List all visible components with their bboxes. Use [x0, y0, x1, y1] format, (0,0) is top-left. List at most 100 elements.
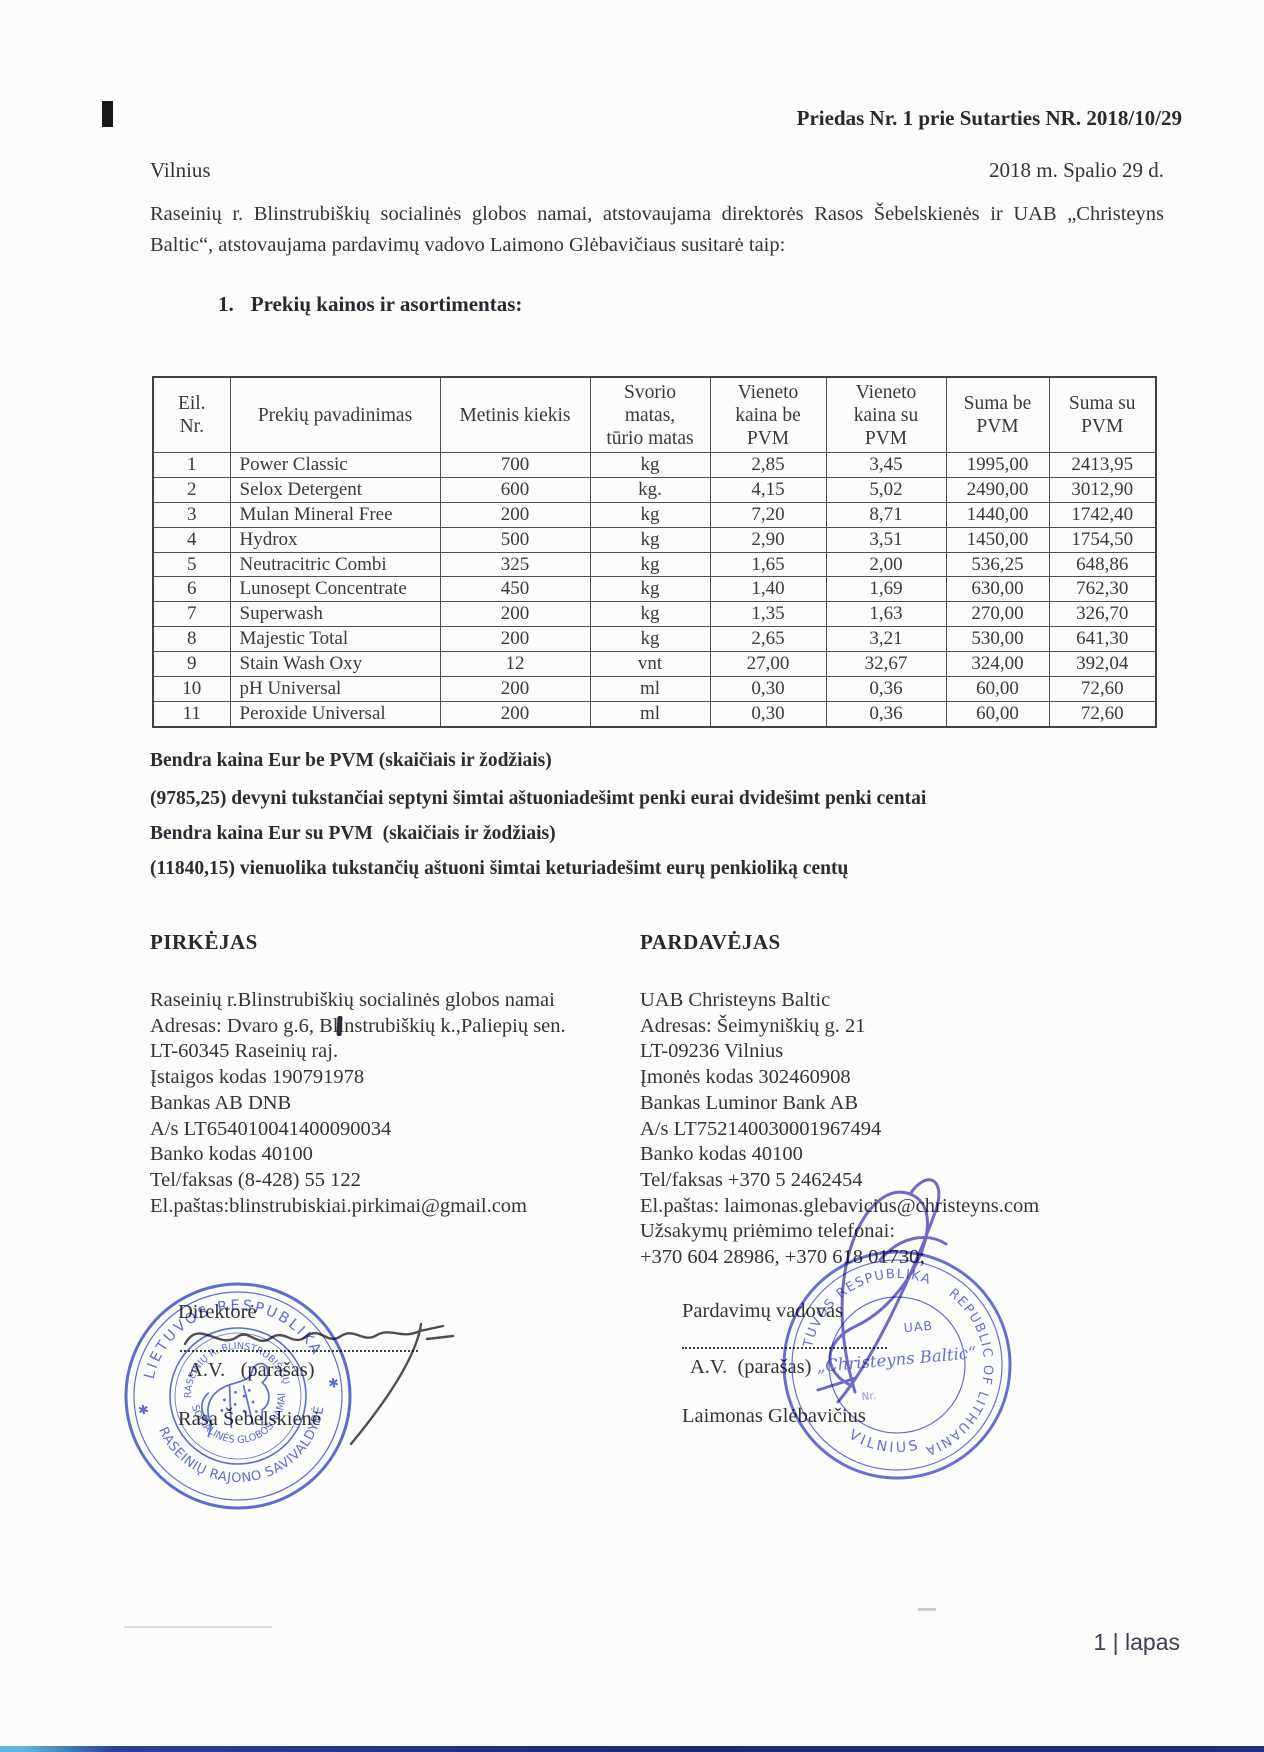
table-row: 9 Stain Wash Oxy 12 vnt 27,00 32,67 324,00 392,… — [152, 651, 1157, 678]
buyer-role-label: Direktorė — [178, 1301, 257, 1323]
table-row: 6 Lunosept Concentrate 450 kg 1,40 1,69 630,00… — [152, 576, 1157, 603]
table-cell: kg — [589, 576, 711, 603]
party-detail-line: UAB Christeyns Baltic — [640, 989, 831, 1011]
table-row: 8 Majestic Total 200 kg 2,65 3,21 530,00 641,30 — [152, 626, 1157, 653]
seller-signatory-name: Laimonas Glėbavičius — [682, 1405, 866, 1427]
table-cell: 72,60 — [1048, 700, 1157, 728]
table-cell: 12 — [439, 651, 591, 678]
buyer-stamp-star-right: ✱ — [327, 1376, 340, 1392]
table-cell: 325 — [439, 551, 591, 578]
total-ex-vat-words: (9785,25) devyni tukstančiai septyni šim… — [150, 788, 927, 809]
total-inc-vat-words: (11840,15) vienuolika tukstančių aštuoni… — [150, 858, 849, 879]
table-cell: 3012,90 — [1048, 476, 1157, 503]
table-cell: 3,45 — [825, 452, 947, 478]
table-cell: 1,65 — [709, 551, 827, 578]
table-cell: 2,85 — [709, 452, 827, 478]
table-cell: 32,67 — [825, 651, 947, 678]
buyer-signatory-name: Rasa Šebelskienė — [178, 1408, 321, 1430]
table-cell: 270,00 — [945, 601, 1050, 628]
table-cell: 6 — [152, 576, 231, 603]
date-label: 2018 m. Spalio 29 d. — [988, 158, 1164, 182]
buyer-stamp-star-left: ✱ — [137, 1403, 150, 1419]
table-row: 1 Power Classic 700 kg 2,85 3,45 1995,00 2413,9… — [152, 452, 1157, 478]
table-cell: pH Universal — [229, 676, 441, 702]
seller-signature-ink — [816, 1178, 948, 1404]
table-cell: 536,25 — [945, 551, 1050, 578]
column-header: Suma be PVM — [945, 376, 1050, 453]
table-cell: 450 — [439, 576, 591, 603]
table-cell: 326,70 — [1048, 601, 1157, 628]
table-row: 11 Peroxide Universal 200 ml 0,30 0,36 60,00 72… — [152, 700, 1157, 728]
party-detail-line: Adresas: Dvaro g.6, Blinstrubiškių k.,Pa… — [150, 1014, 566, 1037]
table-cell: Neutracitric Combi — [229, 551, 441, 578]
table-cell: 0,30 — [709, 700, 827, 728]
table-cell: 5,02 — [825, 476, 947, 503]
table-cell: kg — [589, 551, 711, 578]
table-cell: 2,00 — [825, 551, 947, 578]
table-cell: 3 — [152, 501, 231, 528]
table-cell: 10 — [152, 676, 231, 702]
party-detail-line: Įmonės kodas 302460908 — [640, 1066, 851, 1089]
seller-stamp-uab-text: UAB — [903, 1318, 933, 1335]
table-cell: 2490,00 — [945, 476, 1050, 503]
party-detail-line: +370 604 28986, +370 618 01730; — [640, 1246, 926, 1269]
table-cell: 1,63 — [825, 601, 947, 628]
seller-lines: UAB Christeyns Baltic Adresas: Šeimyniški… — [640, 988, 1039, 1271]
total-ex-vat-label: Bendra kaina Eur be PVM (skaičiais ir žo… — [150, 750, 552, 771]
table-cell: 200 — [439, 601, 591, 628]
column-header: Vieneto kaina be PVM — [709, 376, 827, 453]
intro-paragraph: Raseinių r. Blinstrubiškių socialinės gl… — [150, 203, 1164, 256]
table-cell: 4 — [152, 526, 231, 553]
table-cell: 0,36 — [825, 676, 947, 702]
table-cell: 1995,00 — [945, 452, 1050, 478]
section-number: 1. — [218, 292, 234, 316]
table-cell: 2413,95 — [1048, 452, 1157, 478]
table-cell: 60,00 — [945, 676, 1050, 702]
table-cell: Hydrox — [229, 526, 441, 553]
column-header: Suma su PVM — [1048, 376, 1157, 453]
table-cell: 3,21 — [825, 626, 947, 653]
buyer-signature-ink — [183, 1322, 455, 1446]
table-cell: 1754,50 — [1048, 526, 1157, 553]
column-header: Metinis kiekis — [439, 376, 591, 453]
price-table: Eil. Nr. Prekių pavadinimas Metinis kiekis… — [152, 376, 1157, 728]
scan-edge-bar — [0, 1746, 1264, 1752]
party-detail-line: A/s LT752140030001967494 — [640, 1117, 882, 1140]
table-cell: ml — [589, 700, 711, 728]
city-label: Vilnius — [150, 158, 211, 182]
table-cell: 0,36 — [825, 700, 947, 728]
table-cell: Lunosept Concentrate — [229, 576, 441, 603]
column-header: Prekių pavadinimas — [229, 376, 441, 453]
table-row: 3 Mulan Mineral Free 200 kg 7,20 8,71 1440,00 1… — [152, 501, 1157, 528]
table-cell: 641,30 — [1048, 626, 1157, 653]
table-cell: 7 — [152, 601, 231, 628]
table-cell: 700 — [439, 452, 591, 478]
party-detail-line: Banko kodas 40100 — [640, 1143, 803, 1166]
table-cell: 1 — [152, 452, 231, 478]
section-heading: 1. Prekių kainos ir asortimentas: — [218, 292, 522, 317]
table-cell: 5 — [152, 551, 231, 578]
table-cell: 530,00 — [945, 626, 1050, 653]
table-cell: 0,30 — [709, 676, 827, 702]
scan-artifact-ink-mark — [336, 1015, 343, 1037]
table-row: 10 pH Universal 200 ml 0,30 0,36 60,00 72,60 — [152, 676, 1157, 702]
table-cell: 2,90 — [709, 526, 827, 553]
buyer-round-stamp: LIETUVOS RESPUBLIKA RASEINIŲ RAJONO SAVI… — [124, 1282, 352, 1510]
table-cell: kg. — [589, 476, 711, 503]
table-cell: 1742,40 — [1048, 501, 1157, 528]
table-cell: 630,00 — [945, 576, 1050, 603]
party-detail-line: Tel/faksas (8-428) 55 122 — [150, 1168, 361, 1191]
section-title: Prekių kainos ir asortimentas: — [250, 292, 523, 316]
buyer-heading: PIRKĖJAS — [150, 930, 258, 954]
table-cell: 60,00 — [945, 700, 1050, 728]
seller-heading: PARDAVĖJAS — [640, 930, 781, 954]
party-detail-line: Įstaigos kodas 190791978 — [150, 1066, 365, 1089]
table-cell: 762,30 — [1048, 576, 1157, 603]
table-cell: ml — [589, 676, 711, 702]
party-detail-line: Raseinių r.Blinstrubiškių socialinės glo… — [150, 989, 555, 1011]
scan-artifact-dash — [918, 1608, 936, 1611]
table-cell: 200 — [439, 501, 591, 528]
column-header: Svorio matas, tūrio matas — [589, 376, 711, 453]
price-table-header-row: Eil. Nr. Prekių pavadinimas Metinis kiekis… — [152, 376, 1157, 453]
